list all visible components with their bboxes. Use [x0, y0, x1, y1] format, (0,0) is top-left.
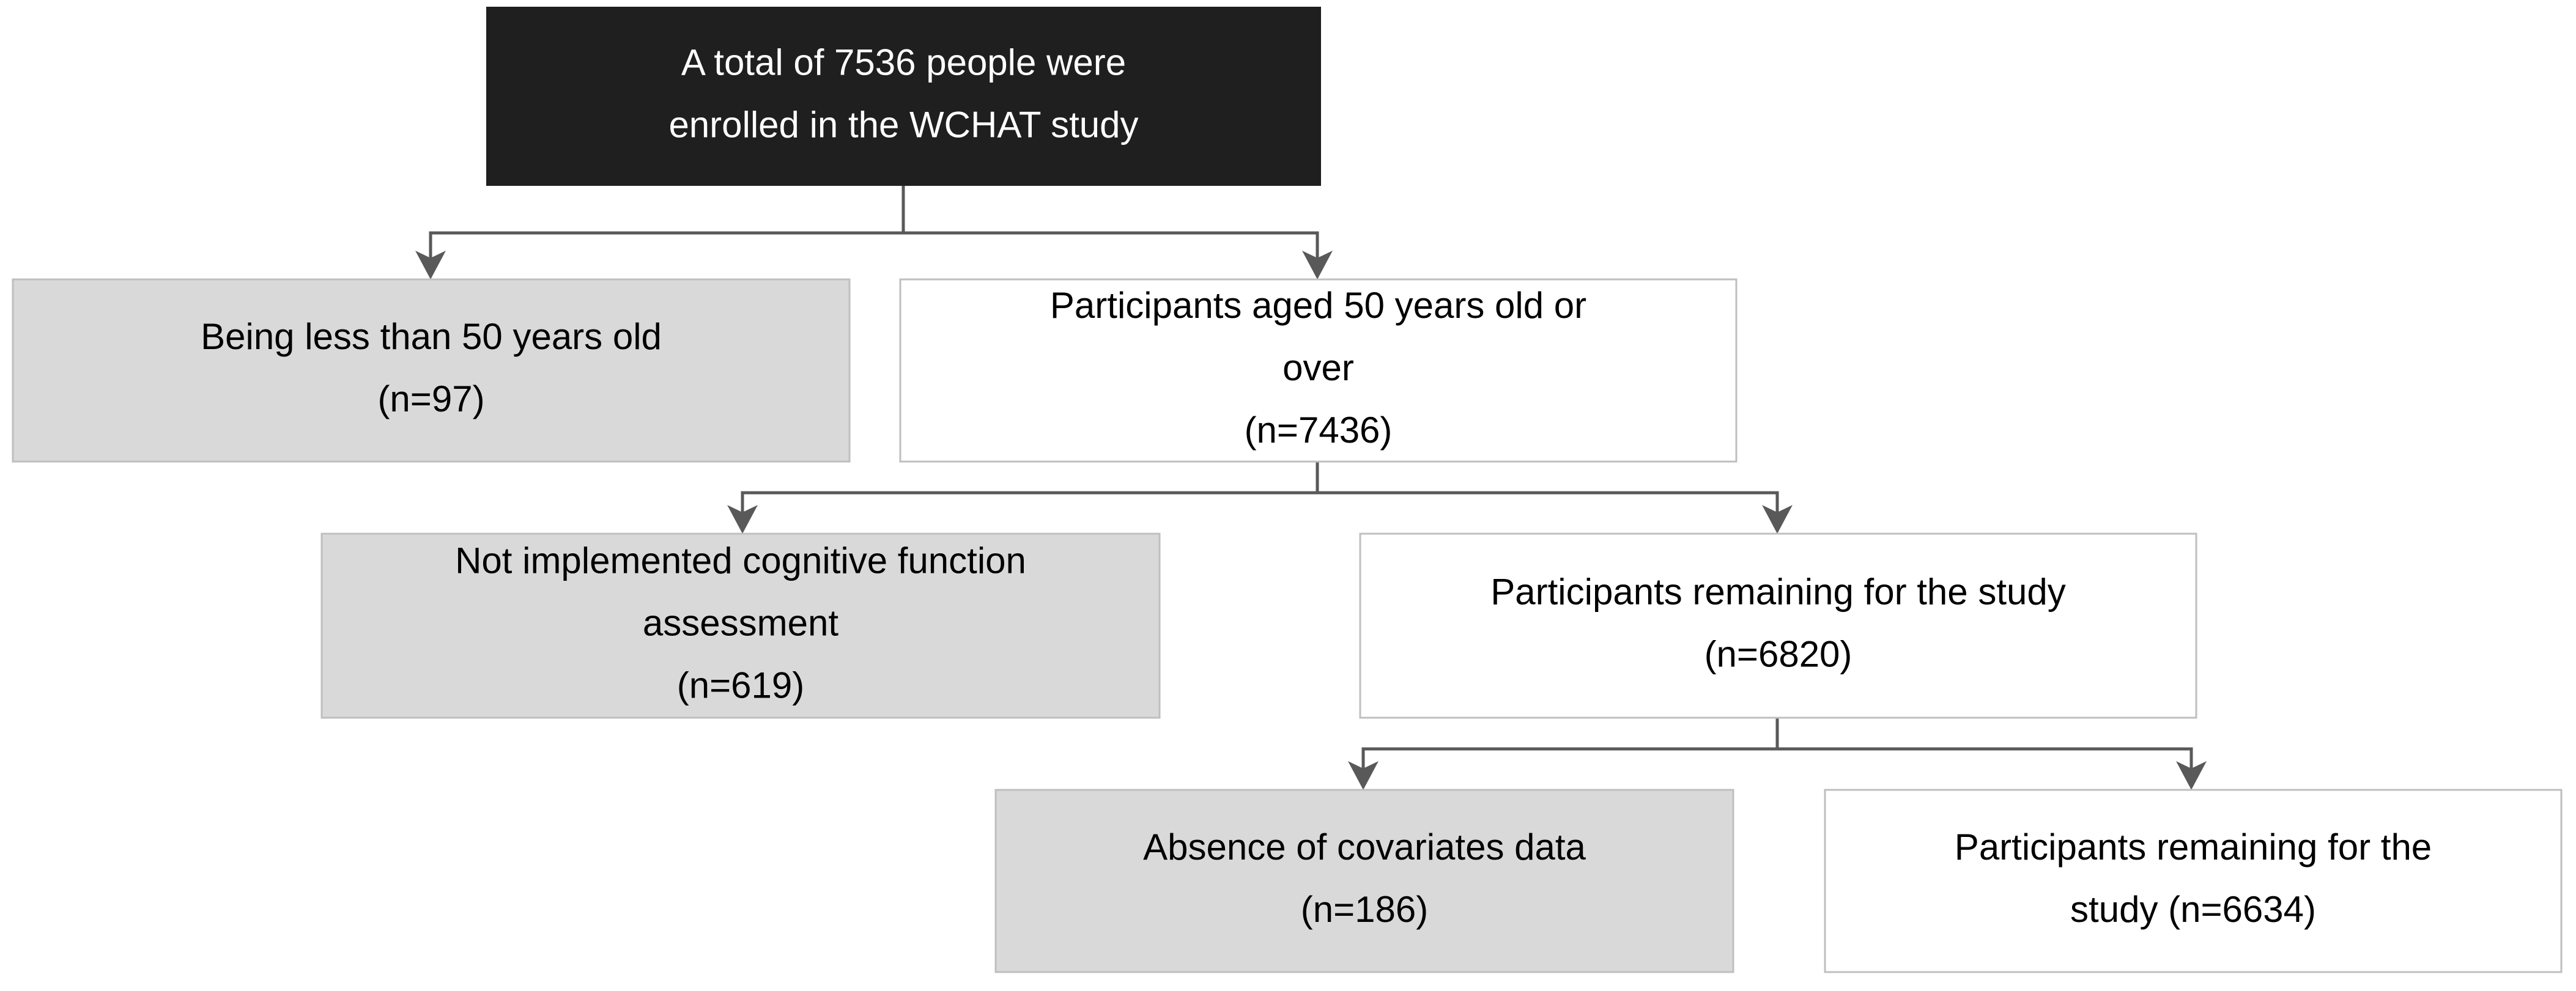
- node-label: (n=7436): [1245, 410, 1393, 451]
- node-label: over: [1282, 347, 1354, 388]
- node-label: (n=6820): [1704, 633, 1852, 674]
- node-label: Participants aged 50 years old or: [1050, 285, 1586, 326]
- node: Absence of covariates data (n=186): [994, 789, 1734, 973]
- arrowhead: [415, 251, 446, 279]
- node-label: Being less than 50 years old: [201, 316, 662, 357]
- node: Participants remaining for the study (n=6…: [1359, 532, 2197, 719]
- node: Being less than 50 years old (n=97): [12, 278, 851, 463]
- node: A total of 7536 people were enrolled in t…: [486, 7, 1321, 186]
- node-label: assessment: [643, 602, 838, 643]
- node-label: Participants remaining for the study: [1490, 571, 2065, 612]
- node: Participants remaining for the study (n=6…: [1824, 789, 2563, 973]
- node-label: Participants remaining for the: [1955, 827, 2432, 868]
- node-label: (n=97): [377, 378, 484, 419]
- connector: [1361, 747, 2193, 776]
- arrowhead: [1348, 761, 1379, 790]
- node-box: [12, 278, 851, 463]
- node-box: [486, 7, 1321, 186]
- node-label: Not implemented cognitive function: [455, 540, 1026, 581]
- node-box: [320, 532, 1161, 719]
- node-label: enrolled in the WCHAT study: [668, 104, 1138, 145]
- node-box: [1824, 789, 2563, 973]
- node-label: (n=186): [1301, 889, 1428, 930]
- arrowhead: [727, 505, 758, 534]
- arrowhead: [2176, 761, 2207, 790]
- node-box: [994, 789, 1734, 973]
- arrowhead: [1302, 251, 1333, 279]
- node-label: A total of 7536 people were: [681, 42, 1126, 83]
- node: Participants aged 50 years old or over (n=…: [899, 278, 1738, 463]
- node-box: [1359, 532, 2197, 719]
- node-label: Absence of covariates data: [1143, 827, 1586, 868]
- node: Not implemented cognitive function assess…: [320, 532, 1161, 719]
- connector: [429, 231, 1319, 266]
- connector: [741, 491, 1779, 520]
- node-box: [899, 278, 1738, 463]
- node-label: (n=619): [677, 665, 804, 705]
- connectors: [415, 186, 2207, 790]
- arrowhead: [1762, 505, 1793, 534]
- node-label: study (n=6634): [2070, 889, 2316, 930]
